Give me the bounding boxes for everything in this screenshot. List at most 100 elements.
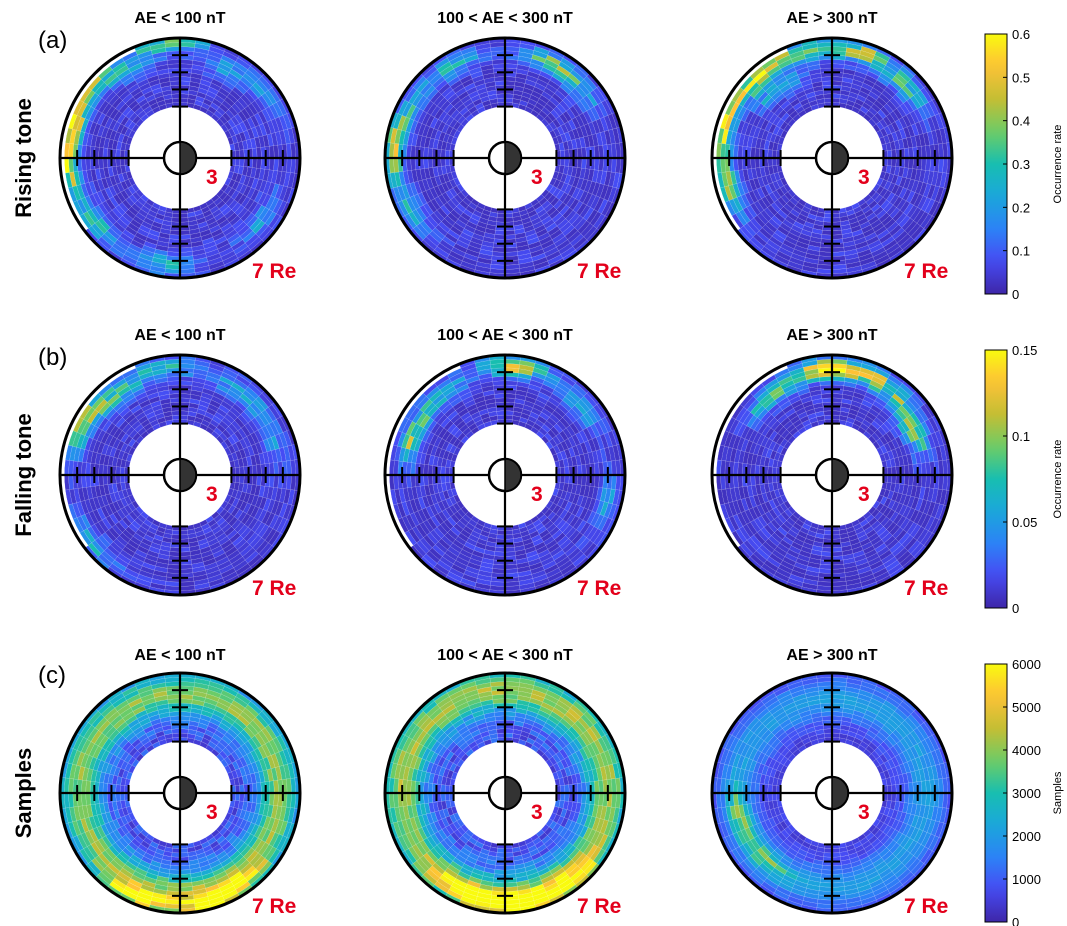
heatmap-bin bbox=[102, 464, 109, 476]
heatmap-bin bbox=[179, 212, 189, 219]
heatmap-bin bbox=[179, 80, 191, 87]
earth-night-side bbox=[831, 458, 849, 492]
heatmap-bin bbox=[427, 474, 434, 486]
heatmap-bin bbox=[179, 551, 191, 557]
heatmap-bin bbox=[440, 157, 446, 167]
heatmap-bin bbox=[823, 529, 833, 536]
heatmap-bin bbox=[750, 147, 756, 159]
plot-title: AE < 100 nT bbox=[134, 10, 225, 27]
heatmap-bin bbox=[440, 466, 446, 476]
heatmap-bin bbox=[767, 149, 773, 159]
heatmap-bin bbox=[494, 76, 506, 82]
heatmap-bin bbox=[903, 464, 910, 476]
heatmap-bin bbox=[251, 474, 258, 486]
heatmap-bin bbox=[251, 157, 258, 169]
heatmap-bin bbox=[179, 852, 189, 858]
heatmap-bin bbox=[169, 229, 181, 236]
row-label: Rising tone bbox=[11, 98, 36, 218]
inner-radius-label: 3 bbox=[206, 166, 218, 189]
heatmap-bin bbox=[886, 474, 893, 484]
heatmap-bin bbox=[179, 728, 189, 734]
polar-plot: 100 < AE < 300 nT 3 7 Re bbox=[383, 10, 627, 283]
colorbar-gradient bbox=[984, 349, 1008, 609]
heatmap-bin bbox=[179, 397, 191, 404]
heatmap-bin bbox=[119, 157, 126, 167]
heatmap-bin bbox=[771, 157, 778, 167]
heatmap-bin bbox=[581, 157, 587, 169]
heatmap-bin bbox=[494, 551, 506, 557]
heatmap-bin bbox=[179, 217, 189, 223]
heatmap-bin bbox=[771, 474, 778, 484]
heatmap-bin bbox=[496, 534, 506, 540]
heatmap-bin bbox=[102, 157, 109, 169]
heatmap-bin bbox=[115, 474, 121, 484]
heatmap-bin bbox=[423, 474, 429, 486]
heatmap-bin bbox=[179, 847, 189, 854]
heatmap-bin bbox=[444, 474, 451, 484]
colorbar-tick-label: 0.2 bbox=[1012, 200, 1030, 215]
heatmap-bin bbox=[444, 466, 451, 476]
colorbar-tick-label: 0.4 bbox=[1012, 114, 1030, 129]
panel-label: (c) bbox=[38, 662, 66, 689]
heatmap-bin bbox=[179, 229, 191, 236]
row-label: Falling tone bbox=[11, 413, 36, 536]
heatmap-bin bbox=[427, 464, 434, 476]
heatmap-bin bbox=[891, 157, 897, 167]
heatmap-bin bbox=[496, 529, 506, 536]
heatmap-bin bbox=[831, 414, 841, 421]
heatmap-bin bbox=[581, 464, 587, 476]
colorbar-tick-label: 0 bbox=[1012, 287, 1019, 302]
heatmap-bin bbox=[576, 147, 583, 159]
heatmap-bin bbox=[444, 157, 451, 167]
heatmap-bin bbox=[908, 464, 914, 476]
heatmap-bin bbox=[115, 466, 121, 476]
heatmap-bin bbox=[169, 393, 181, 399]
heatmap-bin bbox=[576, 474, 583, 486]
heatmap-bin bbox=[440, 474, 446, 484]
heatmap-bin bbox=[423, 464, 429, 476]
heatmap-bin bbox=[823, 93, 833, 99]
heatmap-bin bbox=[171, 414, 181, 421]
heatmap-bin bbox=[239, 157, 245, 167]
plot-title: 100 < AE < 300 nT bbox=[437, 10, 573, 27]
heatmap-bin bbox=[102, 147, 109, 159]
colorbar-tick-label: 0.3 bbox=[1012, 157, 1030, 172]
inner-radius-label: 3 bbox=[858, 483, 870, 506]
heatmap-bin bbox=[169, 234, 181, 240]
heatmap-bin bbox=[564, 474, 570, 484]
heatmap-bin bbox=[831, 234, 843, 240]
panel-label: (a) bbox=[38, 27, 67, 54]
heatmap-bin bbox=[119, 474, 126, 484]
heatmap-bin bbox=[179, 97, 189, 104]
colorbar-tick-label: 0.1 bbox=[1012, 429, 1030, 444]
heatmap-bin bbox=[179, 529, 189, 536]
heatmap-bin bbox=[119, 149, 126, 159]
colorbar-tick-label: 0.15 bbox=[1012, 343, 1037, 358]
heatmap-bin bbox=[239, 149, 245, 159]
heatmap-bin bbox=[831, 410, 841, 416]
outer-radius-label: 7 Re bbox=[577, 260, 621, 283]
heatmap-bin bbox=[559, 149, 566, 159]
inner-radius-label: 3 bbox=[531, 166, 543, 189]
heatmap-bin bbox=[576, 157, 583, 169]
heatmap-bin bbox=[754, 157, 761, 169]
heatmap-bin bbox=[576, 464, 583, 476]
heatmap-bin bbox=[771, 149, 778, 159]
heatmap-bin bbox=[169, 397, 181, 404]
heatmap-bin bbox=[169, 546, 181, 553]
inner-radius-label: 3 bbox=[531, 483, 543, 506]
heatmap-bin bbox=[251, 464, 258, 476]
heatmap-bin bbox=[750, 157, 756, 169]
heatmap-bin bbox=[179, 546, 191, 553]
heatmap-bin bbox=[444, 149, 451, 159]
heatmap-bin bbox=[908, 474, 914, 486]
heatmap-bin bbox=[831, 217, 841, 223]
heatmap-bin bbox=[886, 157, 893, 167]
heatmap-bin bbox=[494, 229, 506, 236]
heatmap-bin bbox=[427, 147, 434, 159]
heatmap-bin bbox=[115, 784, 121, 794]
